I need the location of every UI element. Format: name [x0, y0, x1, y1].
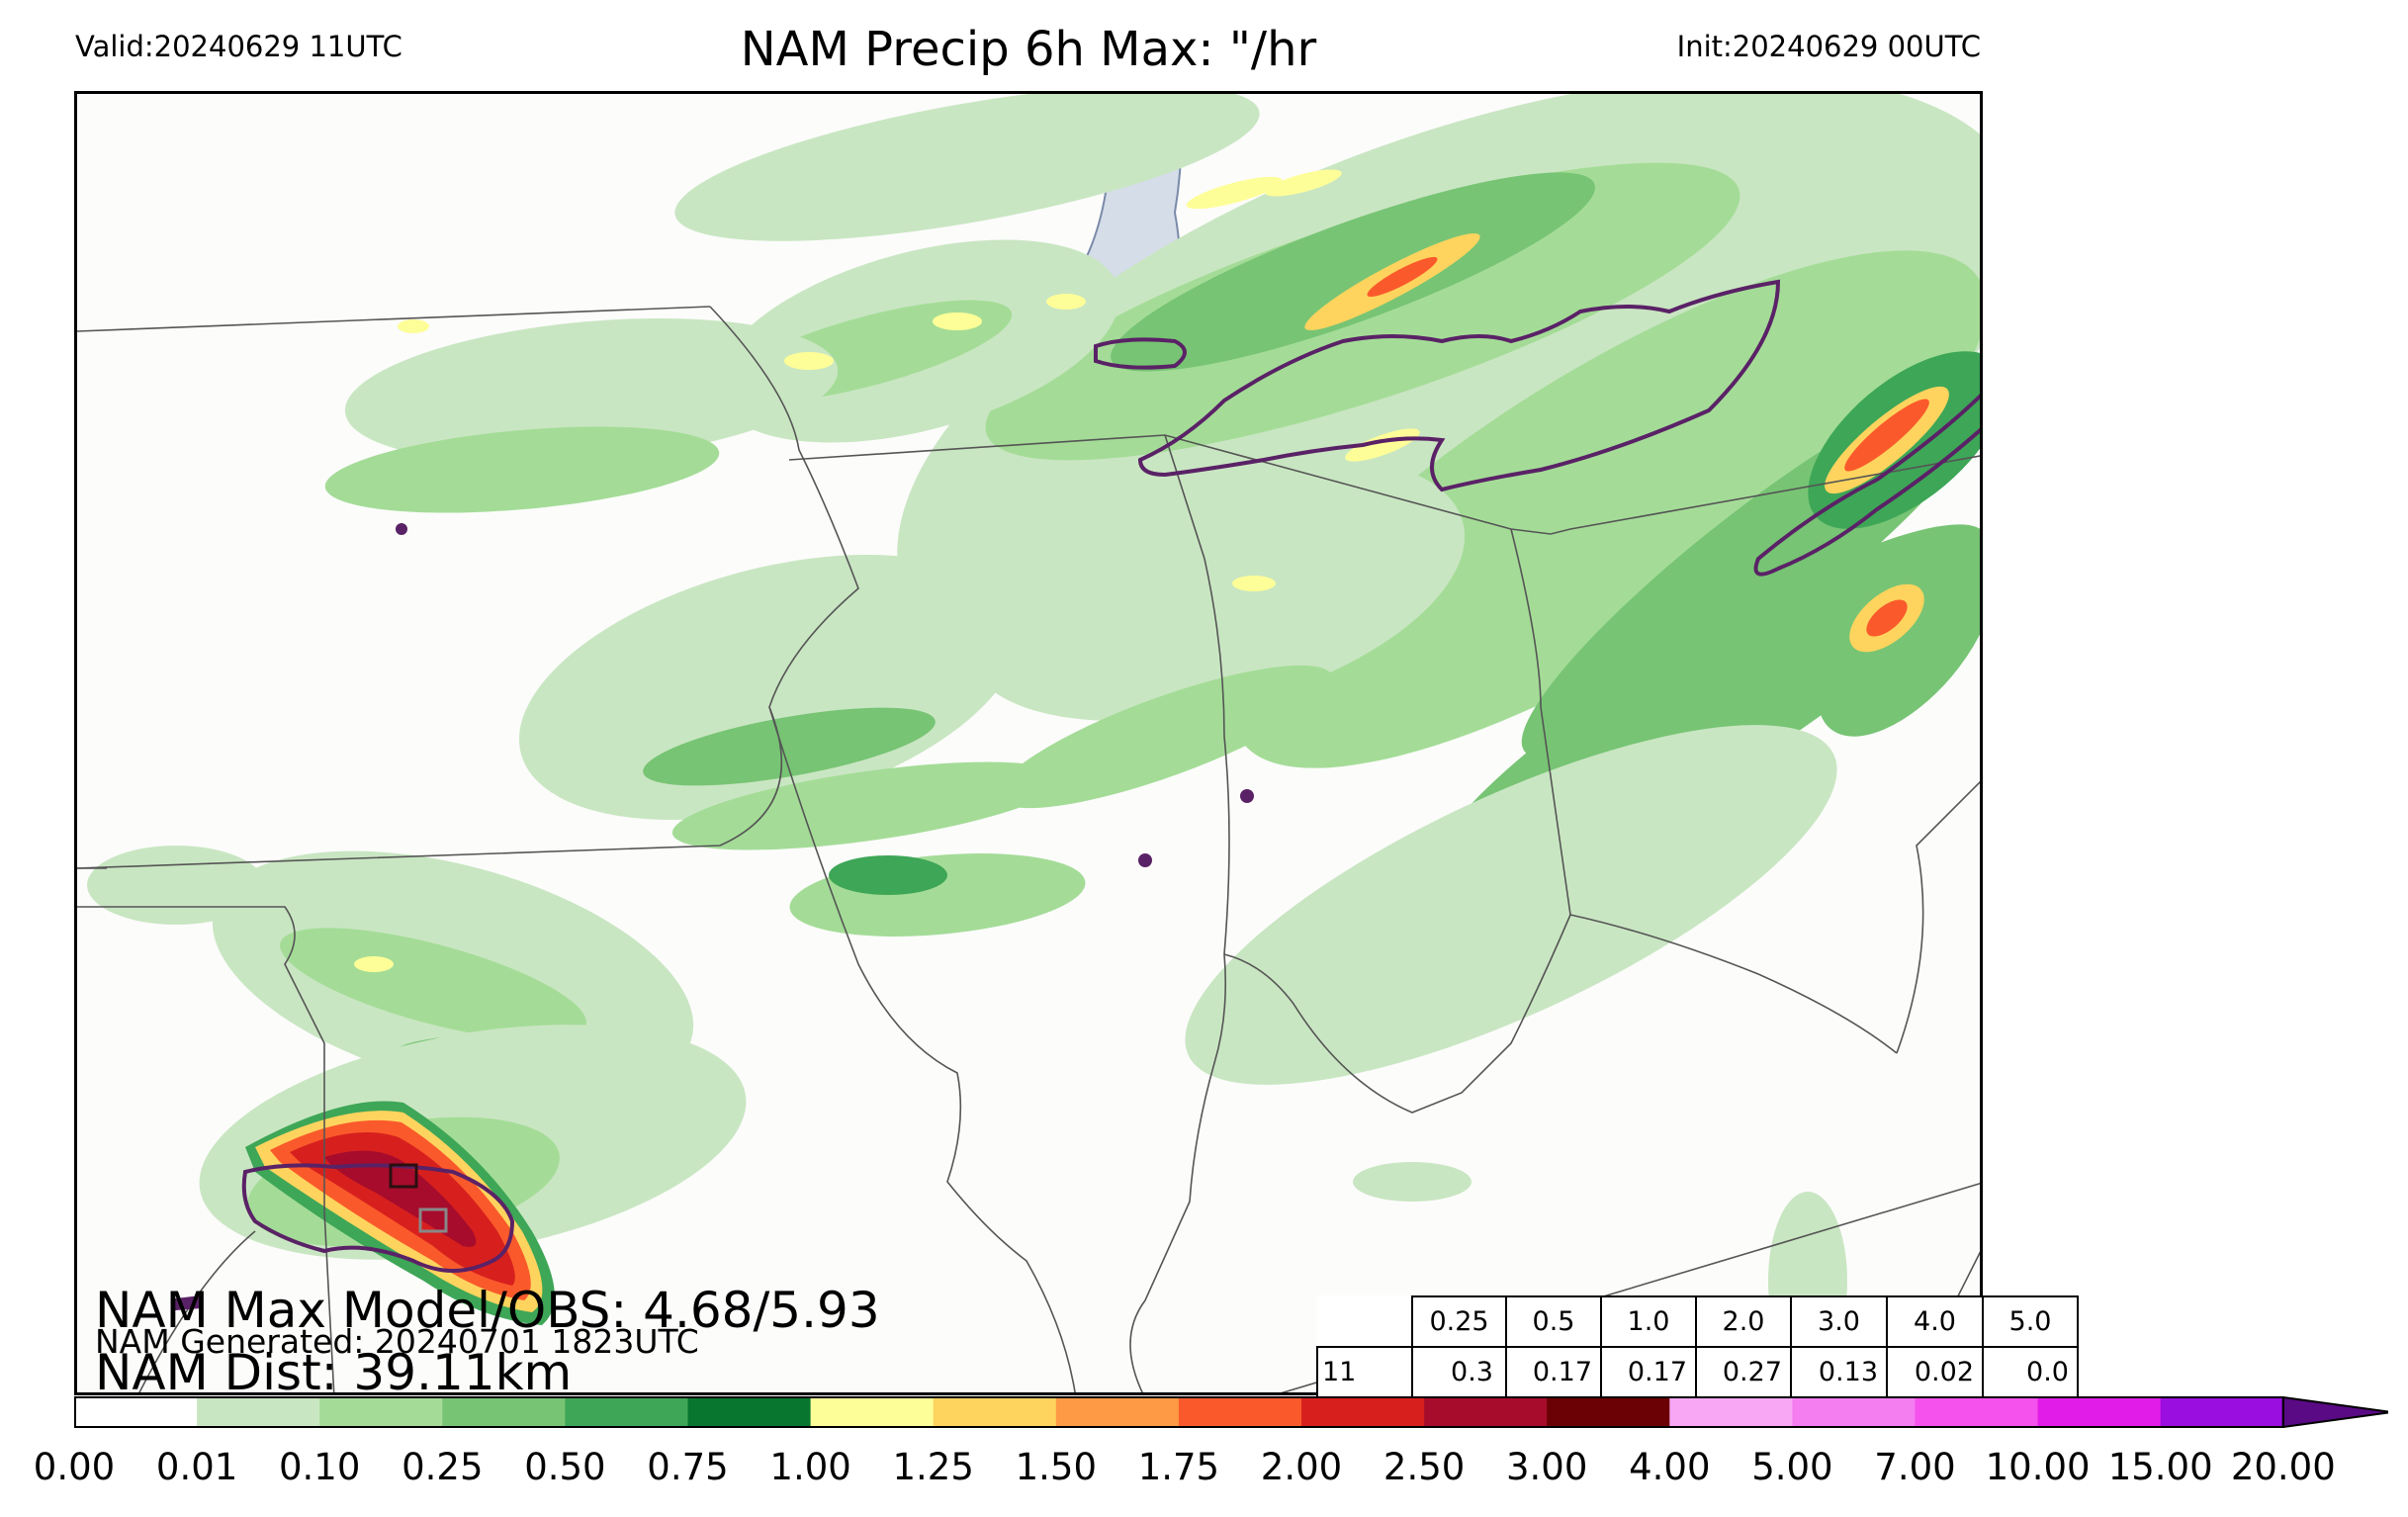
colorbar-segment — [1792, 1397, 1916, 1427]
threshold-table: 0.25 0.5 1.0 2.0 3.0 4.0 5.0 11 0.3 0.17… — [1316, 1295, 2079, 1398]
colorbar-segment — [1669, 1397, 1793, 1427]
colorbar-tick-label: 15.00 — [2107, 1446, 2213, 1488]
valid-time: Valid:20240629 11UTC — [75, 30, 402, 63]
colorbar-segment — [1547, 1397, 1670, 1427]
colorbar-tick-label: 10.00 — [1985, 1446, 2091, 1488]
colorbar-tick-label: 1.00 — [769, 1446, 851, 1488]
colorbar-segment — [197, 1397, 320, 1427]
threshold-header-row: 0.25 0.5 1.0 2.0 3.0 4.0 5.0 — [1317, 1295, 2079, 1348]
colorbar-segment — [319, 1397, 443, 1427]
precip-map[interactable] — [74, 91, 1983, 1395]
colorbar-tick-label: 4.00 — [1629, 1446, 1711, 1488]
value-cell: 0.02 — [1886, 1346, 1984, 1398]
colorbar-tick-label: 0.25 — [401, 1446, 484, 1488]
colorbar-tick-label: 1.75 — [1137, 1446, 1220, 1488]
threshold-cell: 3.0 — [1790, 1295, 1888, 1348]
nam-distance: NAM Dist: 39.11km — [95, 1344, 573, 1401]
value-cell: 0.17 — [1600, 1346, 1697, 1398]
colorbar-tick-label: 3.00 — [1505, 1446, 1588, 1488]
precip-field — [87, 94, 1980, 1370]
colorbar-tick-label: 0.10 — [278, 1446, 361, 1488]
colorbar-segment — [442, 1397, 566, 1427]
colorbar-segment — [810, 1397, 935, 1427]
colorbar-segment — [1301, 1397, 1425, 1427]
colorbar-segment — [1055, 1397, 1180, 1427]
threshold-value-row: 11 0.3 0.17 0.17 0.27 0.13 0.02 0.0 — [1316, 1346, 2079, 1398]
colorbar-tick-label: 5.00 — [1751, 1446, 1833, 1488]
threshold-cell: 4.0 — [1886, 1295, 1984, 1348]
colorbar-tick-label: 0.50 — [524, 1446, 606, 1488]
colorbar-tick-label: 2.00 — [1260, 1446, 1343, 1488]
colorbar-extend-arrow — [2281, 1396, 2388, 1428]
colorbar-segment — [687, 1397, 812, 1427]
threshold-cell: 1.0 — [1600, 1295, 1697, 1348]
table-spacer — [1317, 1296, 1412, 1347]
obs-contours — [174, 279, 1980, 1311]
count-cell: 11 — [1316, 1346, 1413, 1398]
chart-title: NAM Precip 6h Max: "/hr — [740, 22, 1317, 77]
colorbar-segment — [565, 1397, 688, 1427]
threshold-cell: 5.0 — [1982, 1295, 2079, 1348]
colorbar-segment — [74, 1397, 198, 1427]
colorbar-tick-label: 2.50 — [1382, 1446, 1466, 1488]
colorbar-segment — [1178, 1397, 1302, 1427]
threshold-cell: 0.25 — [1411, 1295, 1507, 1348]
generated-time: NAM Generated: 20240701 1823UTC — [95, 1322, 699, 1361]
threshold-cell: 0.5 — [1505, 1295, 1602, 1348]
value-cell: 0.0 — [1982, 1346, 2079, 1398]
value-cell: 0.27 — [1695, 1346, 1792, 1398]
colorbar-segment — [2160, 1397, 2284, 1427]
max-model-obs: NAM Max Model/OBS: 4.68/5.93 — [95, 1282, 880, 1339]
colorbar-tick-label: 1.25 — [892, 1446, 974, 1488]
value-cell: 0.3 — [1411, 1346, 1507, 1398]
colorbar-outline — [74, 1396, 2284, 1428]
state-borders — [77, 306, 1980, 1392]
map-canvas — [77, 94, 1980, 1392]
colorbar-tick-label: 1.50 — [1015, 1446, 1097, 1488]
colorbar-tick-label: 20.00 — [2230, 1446, 2336, 1488]
init-time: Init:20240629 00UTC — [1676, 30, 1981, 63]
colorbar — [74, 1396, 2388, 1428]
colorbar-tick-label: 0.75 — [647, 1446, 729, 1488]
colorbar-tick-label: 7.00 — [1874, 1446, 1956, 1488]
colorbar-segment — [2037, 1397, 2162, 1427]
colorbar-tick-label: 0.00 — [33, 1446, 116, 1488]
colorbar-segment — [933, 1397, 1057, 1427]
value-cell: 0.13 — [1790, 1346, 1888, 1398]
value-cell: 0.17 — [1505, 1346, 1602, 1398]
colorbar-segment — [1915, 1397, 2039, 1427]
colorbar-segment — [1424, 1397, 1548, 1427]
colorbar-tick-label: 0.01 — [155, 1446, 238, 1488]
threshold-cell: 2.0 — [1695, 1295, 1792, 1348]
